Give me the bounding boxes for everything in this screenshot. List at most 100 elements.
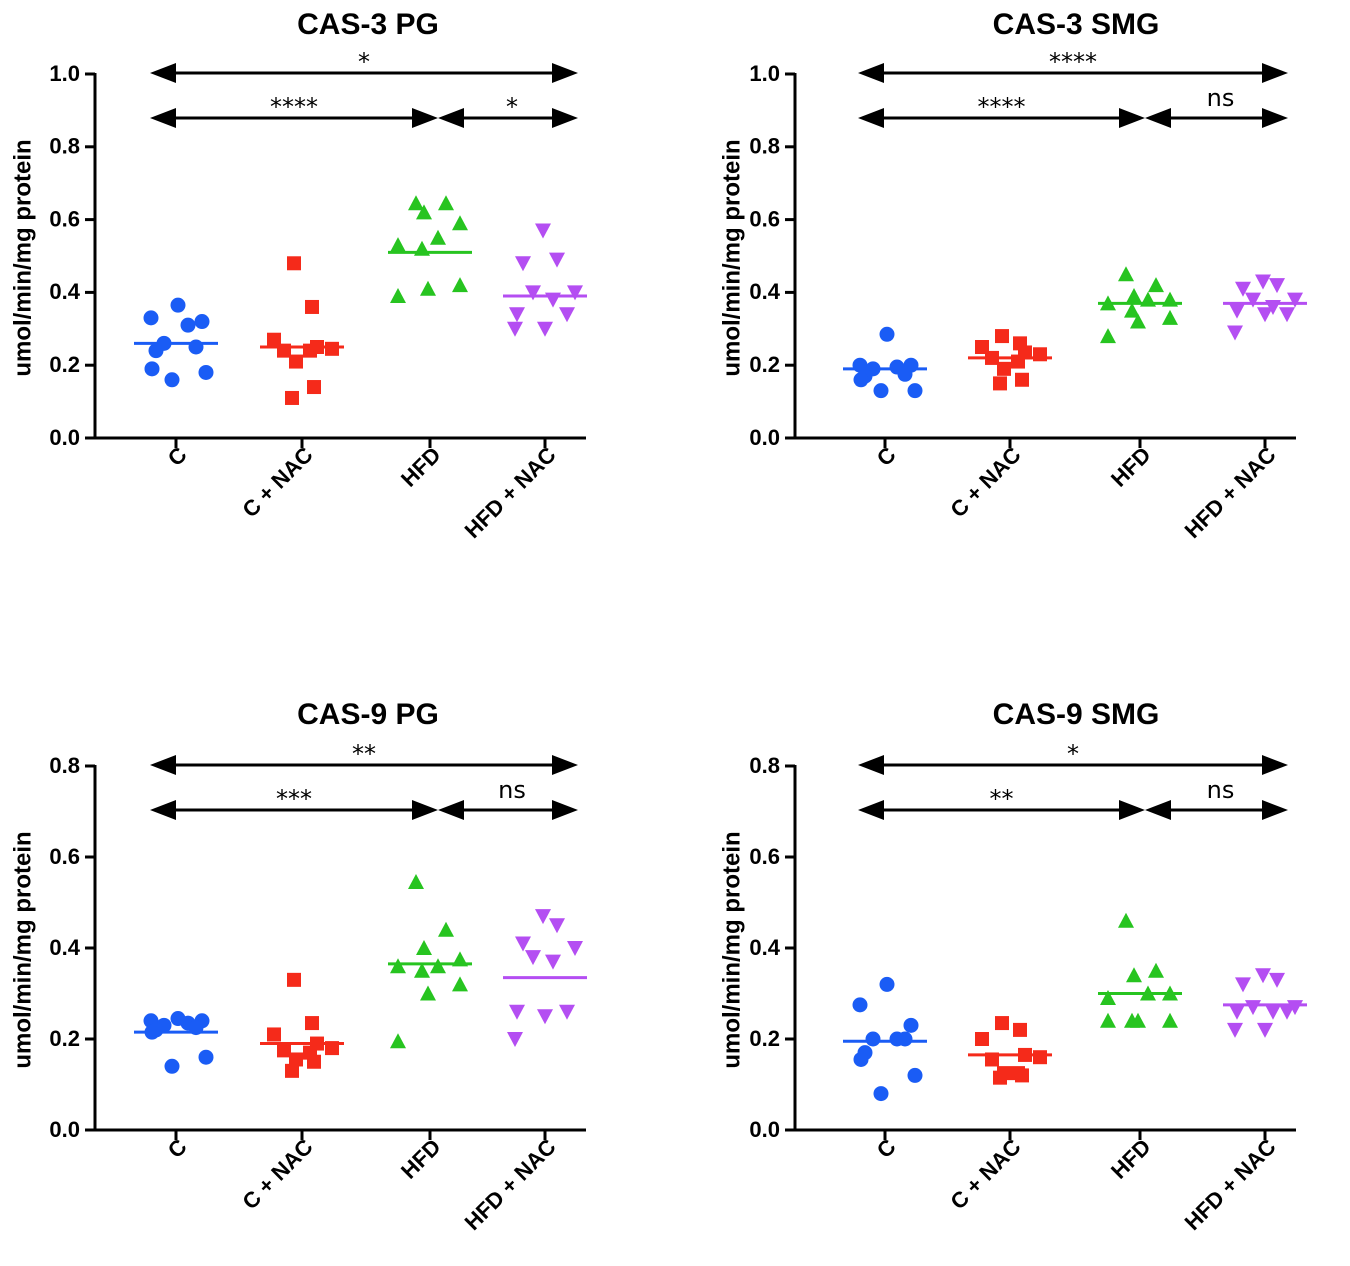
y-tick-label: 0.0 [49, 425, 80, 450]
data-point-hfd-nac [1279, 307, 1295, 323]
data-point-hfd-nac [1255, 968, 1271, 984]
arrow-head-right [1262, 108, 1288, 128]
series-hfd [388, 874, 472, 1049]
data-point-hfd-nac [1287, 292, 1303, 308]
significance-label: ** [352, 740, 376, 768]
data-point-hfd-nac [1229, 1004, 1245, 1020]
data-point-hfd [1162, 309, 1178, 325]
data-point-c [897, 1031, 913, 1047]
arrow-head-right [552, 63, 578, 83]
data-point-hfd [416, 204, 432, 220]
data-point-hfd [1148, 962, 1164, 978]
y-axis-title: umol/min/mg protein [9, 139, 36, 376]
y-tick-label: 0.8 [49, 134, 80, 159]
series-c [134, 1011, 218, 1074]
data-point-hfd-nac [507, 1032, 523, 1047]
comparison-bracket-c-vs-hfd-nac [858, 63, 1288, 83]
y-tick-label: 0.6 [749, 206, 780, 231]
x-tick-label-hfd-nac: HFD + NAC [460, 442, 561, 543]
x-tick-label-hfd: HFD [396, 1134, 446, 1184]
data-point-hfd-nac [1245, 292, 1261, 308]
data-point-hfd [430, 958, 446, 974]
data-point-c-nac [267, 332, 281, 347]
y-tick-label: 1.0 [49, 61, 80, 86]
data-point-hfd-nac [515, 936, 531, 952]
data-point-hfd [390, 1033, 406, 1049]
data-point-c-nac [289, 1052, 303, 1067]
data-point-hfd-nac [1229, 303, 1245, 319]
significance-label: ns [1207, 84, 1235, 112]
y-tick-label: 0.4 [49, 935, 80, 960]
panel-cas3-smg: CAS-3 SMG umol/min/mg protein 0.0 0.2 0.4 0.6… [718, 8, 1307, 543]
x-tick-label-c: C [872, 442, 901, 471]
series-c [843, 326, 927, 399]
data-point-hfd [420, 280, 436, 296]
data-point-c-nac [305, 299, 319, 314]
data-point-hfd-nac [1235, 281, 1251, 297]
data-point-hfd [452, 215, 468, 231]
data-point-hfd [438, 921, 454, 937]
data-point-hfd [438, 195, 454, 211]
data-point-hfd [1126, 288, 1142, 304]
series-c [134, 297, 218, 388]
data-point-hfd-nac [559, 1004, 575, 1020]
y-axis-title: umol/min/mg protein [718, 139, 745, 376]
panel-cas3-pg: CAS-3 PG umol/min/mg protein 0.0 0.2 0.4 0.6 0… [9, 8, 587, 543]
x-tick-label-hfd: HFD [1106, 1134, 1156, 1184]
arrow-head-right [412, 108, 438, 128]
data-point-c-nac [1033, 1050, 1047, 1065]
arrow-head-left [438, 800, 464, 820]
significance-label: * [506, 93, 518, 121]
significance-label: * [358, 48, 370, 76]
arrow-head-left [858, 755, 884, 775]
data-point-c [852, 997, 868, 1013]
y-tick-label: 0.8 [749, 753, 780, 778]
y-tick-label: 0.2 [49, 352, 80, 377]
data-point-hfd [390, 237, 406, 253]
arrow-head-left [1145, 800, 1171, 820]
data-point-c [194, 314, 210, 330]
data-point-c-nac [287, 256, 301, 271]
series-hfd [1098, 266, 1182, 344]
data-point-c-nac [305, 1016, 319, 1031]
data-point-hfd-nac [537, 321, 553, 337]
data-point-c-nac [995, 329, 1009, 344]
x-tick-label-c-nac: C + NAC [237, 442, 317, 522]
arrow-head-left [150, 800, 176, 820]
data-point-hfd-nac [1245, 1000, 1261, 1016]
x-tick-label-hfd: HFD [396, 442, 446, 492]
arrow-head-right [1262, 755, 1288, 775]
y-tick-label: 0.6 [49, 844, 80, 869]
data-point-c-nac [307, 1054, 321, 1069]
x-tick-label-c-nac: C + NAC [945, 442, 1025, 522]
data-point-c-nac [285, 1063, 299, 1078]
data-point-hfd [1118, 266, 1134, 282]
data-point-hfd-nac [509, 307, 525, 323]
series-c-nac [260, 972, 344, 1078]
data-point-c [170, 297, 186, 313]
arrow-head-left [150, 755, 176, 775]
data-point-hfd [1118, 912, 1134, 928]
data-point-hfd [390, 958, 406, 974]
data-point-c [907, 1067, 923, 1083]
data-point-hfd-nac [1257, 307, 1273, 323]
data-point-c [853, 1051, 869, 1067]
arrow-head-right [552, 755, 578, 775]
comparison-bracket-c-vs-hfd-nac [150, 755, 578, 775]
comparison-bracket-c-vs-hfd [858, 108, 1145, 128]
series-hfd-nac [1223, 274, 1307, 341]
arrow-head-left [438, 108, 464, 128]
data-point-hfd-nac [1227, 1022, 1243, 1038]
data-point-hfd-nac [549, 252, 565, 268]
data-point-hfd-nac [567, 285, 583, 301]
y-tick-label: 0.4 [749, 279, 780, 304]
comparison-bracket-c-vs-hfd [150, 108, 438, 128]
series-hfd-nac [503, 223, 587, 337]
data-point-c-nac [997, 361, 1011, 376]
comparison-bracket-hfd-vs-hfd-nac [438, 800, 578, 820]
comparison-bracket-hfd-vs-hfd-nac [1145, 108, 1288, 128]
data-point-hfd-nac [1269, 972, 1285, 988]
data-point-hfd [1100, 1012, 1116, 1028]
data-point-c [853, 372, 869, 388]
